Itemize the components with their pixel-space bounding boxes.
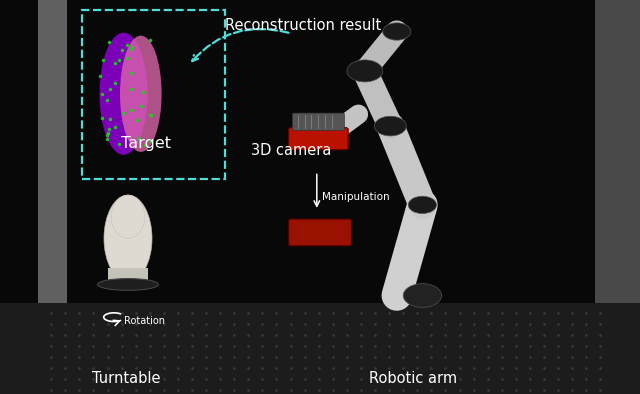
Point: [97, 115, 107, 121]
Circle shape: [383, 23, 411, 40]
Text: Robotic arm: Robotic arm: [369, 371, 457, 386]
Text: Turntable: Turntable: [92, 371, 161, 386]
Point: [140, 142, 150, 148]
Point: [109, 124, 120, 130]
FancyBboxPatch shape: [289, 128, 348, 150]
Point: [138, 88, 148, 95]
Point: [102, 132, 113, 139]
Text: Target: Target: [121, 136, 171, 151]
Point: [122, 42, 132, 48]
Ellipse shape: [100, 33, 148, 155]
Text: 3D camera: 3D camera: [251, 143, 332, 158]
Circle shape: [403, 284, 442, 307]
Point: [105, 116, 115, 122]
Point: [145, 138, 155, 144]
Point: [133, 135, 143, 141]
Point: [102, 97, 113, 104]
Ellipse shape: [104, 195, 152, 282]
Ellipse shape: [97, 279, 159, 290]
Point: [126, 86, 136, 92]
Circle shape: [374, 116, 406, 136]
Point: [125, 106, 136, 113]
Point: [110, 60, 120, 67]
Bar: [108, 268, 148, 282]
FancyBboxPatch shape: [292, 113, 344, 130]
Point: [132, 117, 142, 124]
Point: [106, 85, 116, 92]
Bar: [0, 303, 640, 394]
Text: Reconstruction result: Reconstruction result: [225, 18, 381, 33]
Circle shape: [408, 196, 436, 214]
Text: Rotation: Rotation: [124, 316, 164, 326]
Ellipse shape: [120, 36, 162, 152]
Point: [97, 57, 108, 63]
Point: [109, 80, 120, 86]
Point: [113, 141, 124, 147]
Bar: [38, 0, 67, 394]
Point: [126, 45, 136, 52]
Point: [104, 125, 114, 132]
Point: [104, 39, 114, 45]
Bar: [82, 10, 225, 179]
Point: [103, 130, 113, 137]
Point: [114, 57, 124, 63]
Bar: [595, 0, 640, 394]
Point: [122, 54, 132, 61]
Point: [102, 136, 112, 142]
Point: [126, 70, 136, 76]
Point: [145, 112, 155, 119]
Point: [127, 44, 137, 50]
Point: [117, 47, 127, 53]
Point: [118, 110, 129, 116]
Circle shape: [347, 60, 383, 82]
Text: Manipulation: Manipulation: [322, 192, 390, 202]
Ellipse shape: [111, 195, 145, 238]
Point: [136, 103, 146, 109]
Point: [97, 91, 108, 97]
Point: [145, 37, 156, 43]
Point: [95, 72, 106, 79]
Point: [146, 112, 156, 118]
FancyBboxPatch shape: [289, 219, 351, 246]
